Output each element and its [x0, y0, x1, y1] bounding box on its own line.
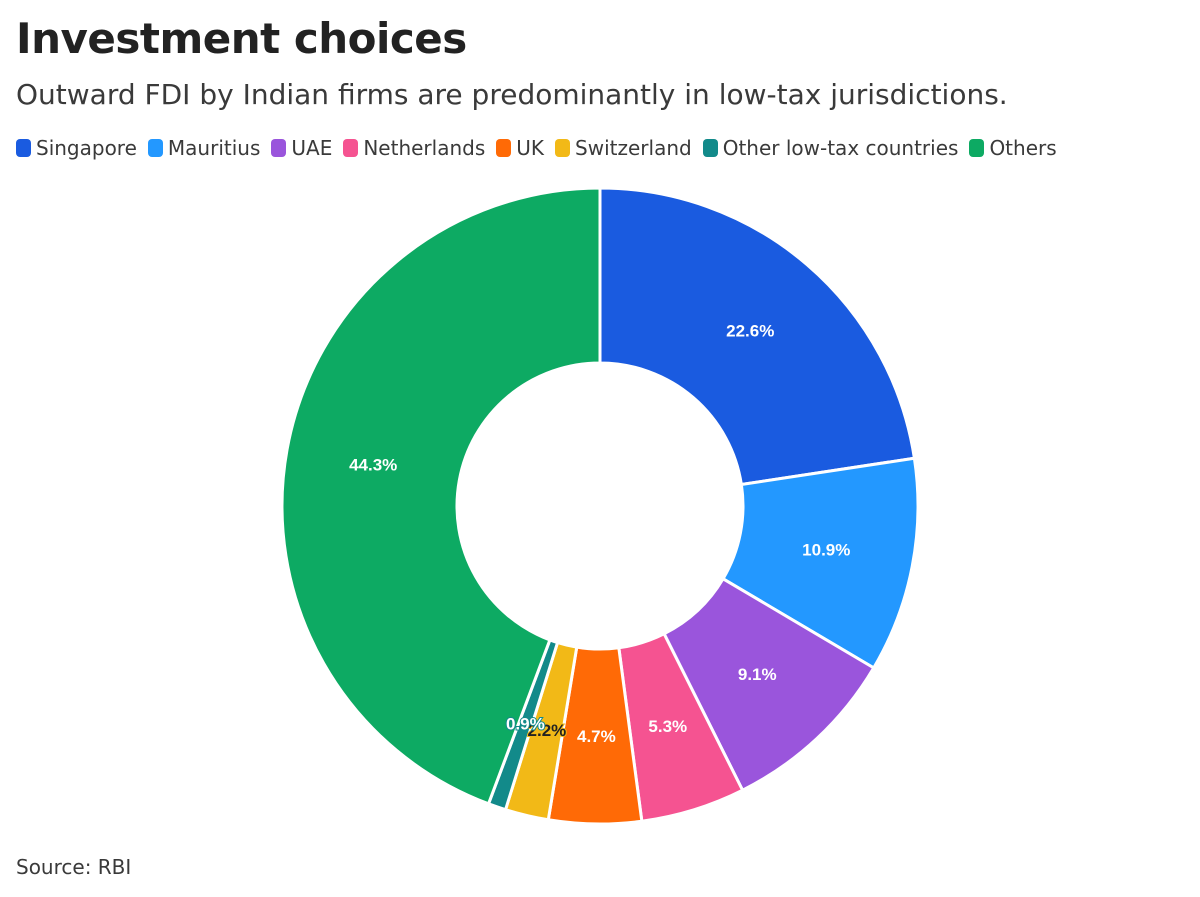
legend-item-others[interactable]: Others — [969, 136, 1057, 160]
legend-label: Switzerland — [575, 136, 692, 160]
source-note: Source: RBI — [16, 855, 132, 879]
slice-singapore[interactable] — [598, 186, 916, 487]
slice-label: 22.6% — [726, 322, 774, 341]
legend-label: Singapore — [36, 136, 137, 160]
legend-item-mauritius[interactable]: Mauritius — [147, 136, 261, 160]
slice-label: 44.3% — [349, 455, 397, 474]
legend-label: UK — [516, 136, 545, 160]
legend-swatch — [343, 139, 359, 157]
legend-swatch — [271, 139, 287, 157]
slice-label: 4.7% — [577, 727, 616, 746]
chart-subtitle: Outward FDI by Indian firms are predomin… — [16, 78, 1008, 111]
slice-mauritius[interactable] — [721, 456, 920, 670]
legend-item-uk[interactable]: UK — [496, 136, 544, 160]
legend-item-singapore[interactable]: Singapore — [16, 136, 137, 160]
legend-label: Mauritius — [167, 136, 261, 160]
slice-label: 0.9% — [506, 715, 545, 734]
slice-label: 10.9% — [802, 540, 850, 559]
legend-item-other-low-tax[interactable]: Other low-tax countries — [702, 136, 959, 160]
legend-swatch — [702, 139, 718, 157]
slice-label: 9.1% — [738, 665, 777, 684]
legend-label: Others — [989, 136, 1057, 160]
slice-label: 5.3% — [648, 717, 687, 736]
legend-item-uae[interactable]: UAE — [271, 136, 332, 160]
legend-swatch — [555, 139, 571, 157]
donut-slices — [280, 186, 920, 826]
donut-labels: 22.6% 10.9% 9.1% 5.3% 4.7% 2.2%0.9% 44.3% — [349, 322, 850, 746]
legend-swatch — [16, 139, 31, 157]
legend-swatch — [969, 139, 985, 157]
legend-label: Other low-tax countries — [722, 136, 959, 160]
chart-legend: Singapore Mauritius UAE Netherlands UK S… — [16, 136, 1068, 160]
legend-label: UAE — [291, 136, 333, 160]
legend-swatch — [496, 139, 512, 157]
legend-item-switzerland[interactable]: Switzerland — [555, 136, 692, 160]
legend-item-netherlands[interactable]: Netherlands — [343, 136, 485, 160]
chart-title: Investment choices — [16, 14, 467, 63]
legend-swatch — [147, 139, 163, 157]
slice-others[interactable] — [280, 186, 602, 806]
legend-label: Netherlands — [363, 136, 486, 160]
slice-label: 2.2% — [528, 721, 567, 740]
